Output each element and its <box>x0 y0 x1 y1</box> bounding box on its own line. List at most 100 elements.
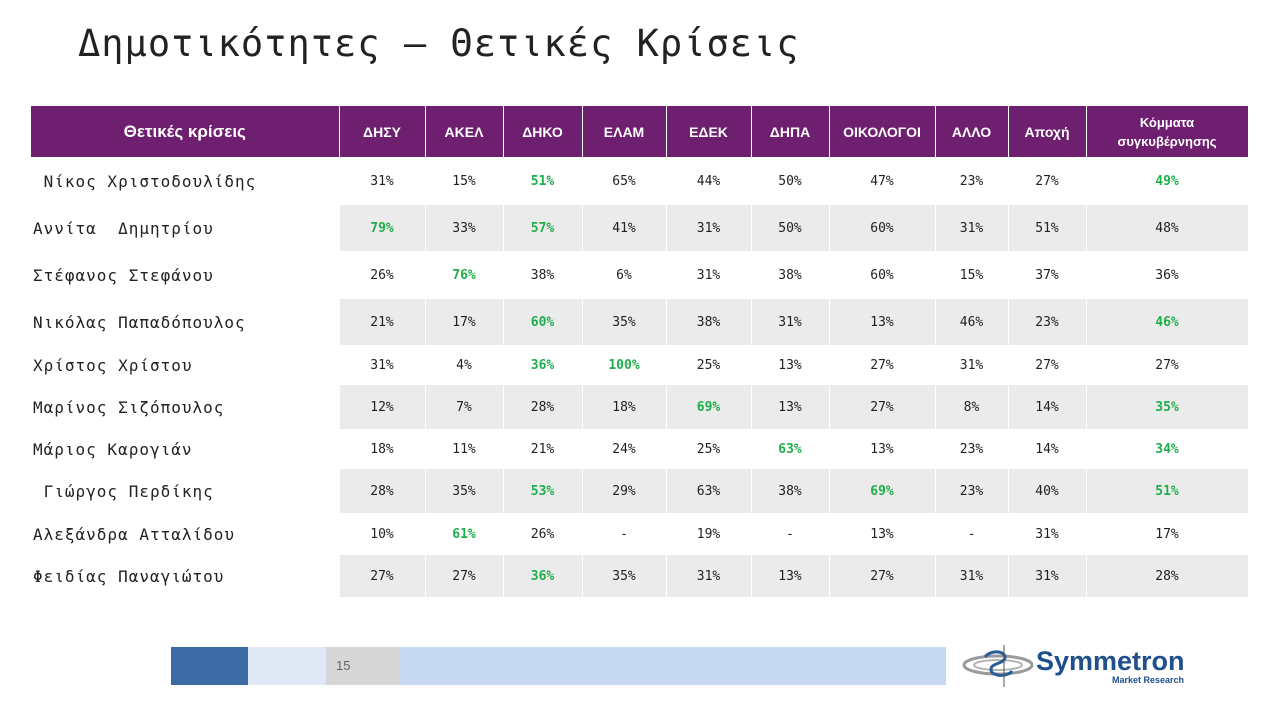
rating-cell: 28% <box>503 385 583 429</box>
rating-cell: 47% <box>829 157 936 205</box>
header-cell: Κόμματα συγκυβέρνησης <box>1086 106 1249 157</box>
rating-cell: 60% <box>503 299 583 345</box>
rating-cell: 31% <box>1008 513 1087 555</box>
rating-cell: 63% <box>751 429 830 469</box>
rating-cell: 36% <box>1086 251 1249 299</box>
rating-cell: 23% <box>935 429 1009 469</box>
rating-cell: 37% <box>1008 251 1087 299</box>
table-row: Νικόλας Παπαδόπουλος 21% 17% 60% 35% 38% 31% 13… <box>31 299 1249 345</box>
rating-cell: 27% <box>829 345 936 385</box>
rating-cell: 13% <box>829 429 936 469</box>
rating-cell: 31% <box>666 205 752 251</box>
rating-cell: 31% <box>339 157 426 205</box>
header-cell: ΕΛΑΜ <box>582 106 667 157</box>
table-row: Γιώργος Περδίκης 28% 35% 53% 29% 63% 38% 69% 23%… <box>31 469 1249 513</box>
rating-cell: 49% <box>1086 157 1249 205</box>
logo-brand-text: Symmetron <box>1036 646 1185 676</box>
candidate-name: Γιώργος Περδίκης <box>31 469 340 513</box>
rating-cell: 10% <box>339 513 426 555</box>
rating-cell: 69% <box>829 469 936 513</box>
rating-cell: 44% <box>666 157 752 205</box>
rating-cell: 14% <box>1008 429 1087 469</box>
rating-cell: 18% <box>582 385 667 429</box>
footer-block-dark <box>171 647 248 685</box>
rating-cell: 31% <box>935 555 1009 597</box>
rating-cell: 26% <box>503 513 583 555</box>
candidate-name: Χρίστος Χρίστου <box>31 345 340 385</box>
symmetron-logo: Symmetron Market Research <box>960 643 1200 689</box>
table-row: Αννίτα Δημητρίου 79% 33% 57% 41% 31% 50% 60% 31%… <box>31 205 1249 251</box>
rating-cell: 50% <box>751 157 830 205</box>
rating-cell: 46% <box>1086 299 1249 345</box>
rating-cell: 27% <box>1008 345 1087 385</box>
rating-cell: 21% <box>339 299 426 345</box>
rating-cell: 38% <box>751 469 830 513</box>
rating-cell: 51% <box>1086 469 1249 513</box>
rating-cell: 35% <box>582 299 667 345</box>
rating-cell: 31% <box>935 205 1009 251</box>
candidate-name: Νικόλας Παπαδόπουλος <box>31 299 340 345</box>
rating-cell: 33% <box>425 205 504 251</box>
table-row: Μάριος Καρογιάν 18% 11% 21% 24% 25% 63% 13% 23% 1… <box>31 429 1249 469</box>
rating-cell: 60% <box>829 251 936 299</box>
rating-cell: 13% <box>829 513 936 555</box>
rating-cell: 41% <box>582 205 667 251</box>
logo-swirl-icon <box>962 645 1034 687</box>
rating-cell: 19% <box>666 513 752 555</box>
rating-cell: 35% <box>582 555 667 597</box>
rating-cell: 100% <box>582 345 667 385</box>
rating-cell: 27% <box>339 555 426 597</box>
rating-cell: 25% <box>666 429 752 469</box>
rating-cell: 4% <box>425 345 504 385</box>
rating-cell: 31% <box>935 345 1009 385</box>
header-cell: ΟΙΚΟΛΟΓΟΙ <box>829 106 936 157</box>
candidate-name: Αννίτα Δημητρίου <box>31 205 340 251</box>
rating-cell: 29% <box>582 469 667 513</box>
table-body: Νίκος Χριστοδουλίδης 31% 15% 51% 65% 44% 50% 47… <box>31 157 1249 597</box>
rating-cell: 13% <box>829 299 936 345</box>
rating-cell: 69% <box>666 385 752 429</box>
footer-block-light <box>248 647 326 685</box>
rating-cell: 76% <box>425 251 504 299</box>
rating-cell: 28% <box>1086 555 1249 597</box>
logo-sub-text: Market Research <box>1112 675 1185 685</box>
rating-cell: - <box>935 513 1009 555</box>
rating-cell: 13% <box>751 555 830 597</box>
rating-cell: 21% <box>503 429 583 469</box>
rating-cell: 51% <box>503 157 583 205</box>
ratings-table: Θετικές κρίσεις ΔΗΣΥ ΑΚΕΛ ΔΗΚΟ ΕΛΑΜ ΕΔΕΚ… <box>31 106 1249 597</box>
candidate-name: Φειδίας Παναγιώτου <box>31 555 340 597</box>
candidate-name: Νίκος Χριστοδουλίδης <box>31 157 340 205</box>
rating-cell: 27% <box>425 555 504 597</box>
rating-cell: 31% <box>339 345 426 385</box>
rating-cell: 79% <box>339 205 426 251</box>
table-row: Μαρίνος Σιζόπουλος 12% 7% 28% 18% 69% 13% 27% 8%… <box>31 385 1249 429</box>
rating-cell: 31% <box>666 555 752 597</box>
rating-cell: 23% <box>935 157 1009 205</box>
rating-cell: 23% <box>1008 299 1087 345</box>
candidate-name: Μάριος Καρογιάν <box>31 429 340 469</box>
table-header-row: Θετικές κρίσεις ΔΗΣΥ ΑΚΕΛ ΔΗΚΟ ΕΛΑΜ ΕΔΕΚ… <box>31 106 1249 157</box>
rating-cell: 35% <box>1086 385 1249 429</box>
rating-cell: 27% <box>829 555 936 597</box>
rating-cell: 60% <box>829 205 936 251</box>
rating-cell: 38% <box>751 251 830 299</box>
rating-cell: 11% <box>425 429 504 469</box>
rating-cell: 17% <box>425 299 504 345</box>
header-cell: Αποχή <box>1008 106 1087 157</box>
rating-cell: 65% <box>582 157 667 205</box>
rating-cell: 8% <box>935 385 1009 429</box>
rating-cell: 53% <box>503 469 583 513</box>
rating-cell: 35% <box>425 469 504 513</box>
rating-cell: 13% <box>751 385 830 429</box>
header-cell: ΔΗΣΥ <box>339 106 426 157</box>
table-row: Χρίστος Χρίστου 31% 4% 36% 100% 25% 13% 27% 31% 2… <box>31 345 1249 385</box>
rating-cell: 34% <box>1086 429 1249 469</box>
rating-cell: 24% <box>582 429 667 469</box>
rating-cell: 38% <box>666 299 752 345</box>
header-cell: ΕΔΕΚ <box>666 106 752 157</box>
table-row: Νίκος Χριστοδουλίδης 31% 15% 51% 65% 44% 50% 47… <box>31 157 1249 205</box>
rating-cell: 36% <box>503 555 583 597</box>
rating-cell: 26% <box>339 251 426 299</box>
page-number: 15 <box>326 647 400 685</box>
